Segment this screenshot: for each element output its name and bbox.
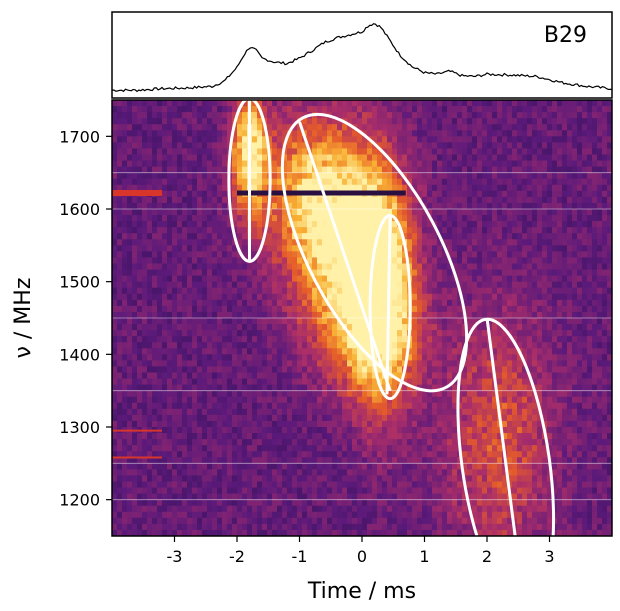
y-tick-label: 1200: [59, 491, 100, 510]
y-tick-label: 1700: [59, 127, 100, 146]
x-tick-label: 2: [482, 547, 492, 566]
y-tick-label: 1600: [59, 200, 100, 219]
drift-line: [298, 121, 392, 392]
component-ellipse: [456, 317, 556, 536]
y-axis-label: ν / MHz: [11, 278, 36, 359]
component-ellipse: [368, 214, 412, 401]
x-tick-label: 0: [357, 547, 367, 566]
x-tick-label: 3: [544, 547, 554, 566]
y-tick-label: 1300: [59, 418, 100, 437]
y-tick-label: 1500: [59, 273, 100, 292]
profile-panel-frame: [111, 11, 613, 99]
x-tick-label: 1: [419, 547, 429, 566]
profile-line: [112, 23, 612, 93]
drift-line: [385, 216, 392, 395]
burst-label: B29: [544, 23, 587, 48]
x-tick-label: -3: [167, 547, 183, 566]
drift-line: [485, 317, 517, 536]
x-axis-label: Time / ms: [307, 579, 416, 604]
y-tick-label: 1400: [59, 345, 100, 364]
x-tick-label: -1: [292, 547, 308, 566]
component-ellipse: [280, 112, 469, 393]
component-ellipse: [227, 100, 272, 263]
x-tick-label: -2: [229, 547, 245, 566]
